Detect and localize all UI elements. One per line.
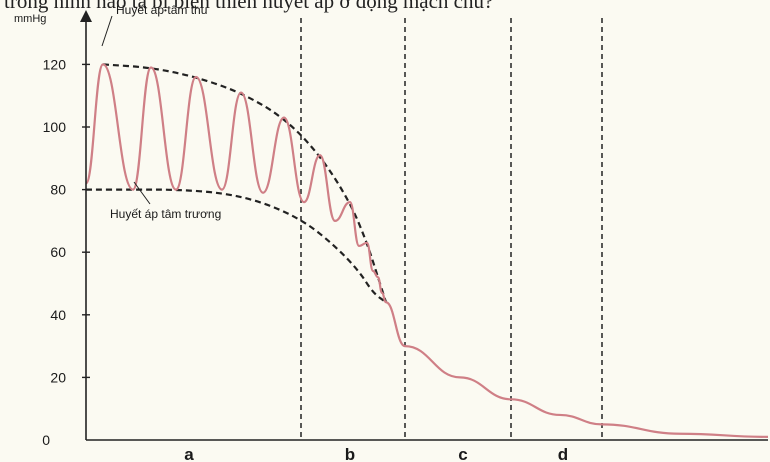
- region-label-d: d: [558, 445, 568, 462]
- systolic-pointer: [101, 15, 113, 47]
- dividers: [300, 18, 603, 440]
- y-tick-label-60: 60: [50, 244, 66, 260]
- systolic-annotation: Huyết áp tâm thu: [116, 3, 207, 17]
- region-label-c: c: [458, 445, 467, 462]
- pressure-curve: [84, 63, 769, 438]
- region-label-b: b: [345, 445, 355, 462]
- region-label-a: a: [184, 445, 194, 462]
- systolic-envelope: [102, 63, 388, 303]
- y-tick-label-100: 100: [43, 119, 67, 135]
- diastolic-envelope: [86, 188, 387, 304]
- y-tick-label-20: 20: [50, 369, 66, 385]
- diastolic-pointer: [133, 181, 151, 205]
- y-unit-label: mmHg: [14, 13, 46, 25]
- curve-layer: [84, 63, 769, 438]
- diastolic-annotation: Huyết áp tâm trương: [110, 207, 221, 221]
- y-tick-label-40: 40: [50, 307, 66, 323]
- y-tick-label-0: 0: [42, 432, 50, 448]
- labels: a b c d 0 20 40 60 80 100 120 mmHg Huyết áp tâm thu H…: [14, 3, 568, 462]
- y-axis-arrow: [80, 10, 92, 22]
- header-text: trong hình nào ta bị biến thiên huyết áp…: [4, 0, 494, 13]
- axes: [80, 10, 768, 441]
- y-tick-label-80: 80: [50, 182, 66, 198]
- y-tick-label-120: 120: [43, 56, 67, 72]
- envelopes: [86, 63, 388, 304]
